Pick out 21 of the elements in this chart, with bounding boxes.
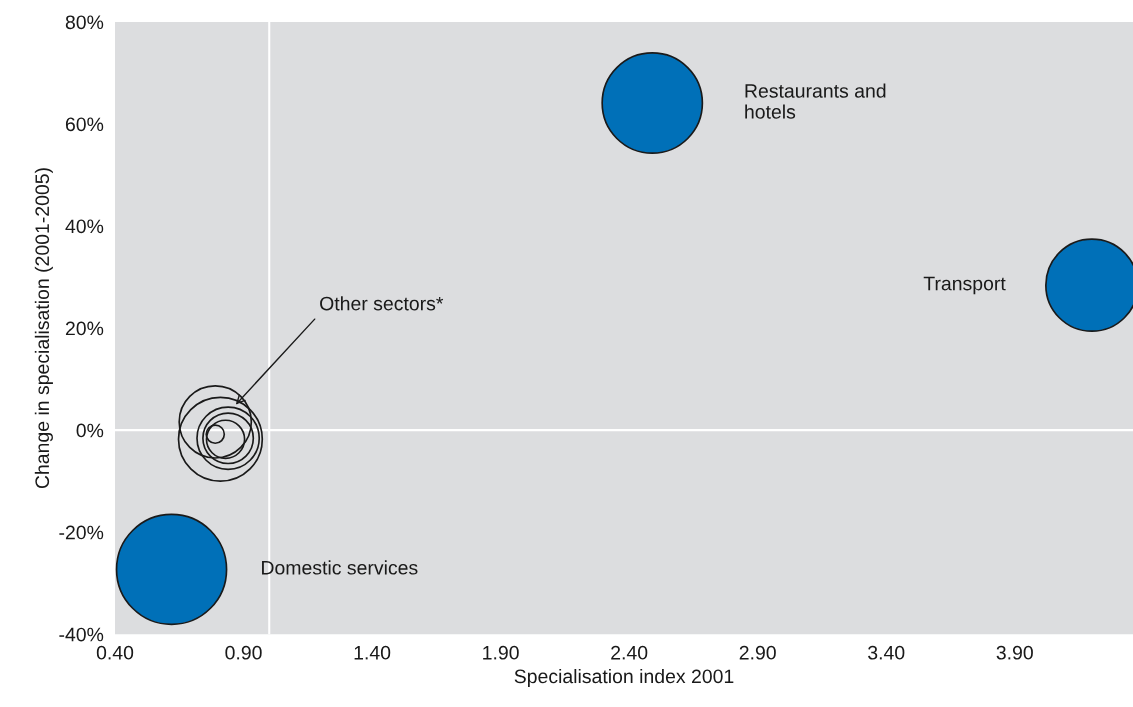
y-tick-label: 0% — [76, 423, 104, 438]
y-tick-label: 40% — [65, 219, 104, 234]
y-tick-label: 20% — [65, 321, 104, 336]
y-tick-label: 80% — [65, 15, 104, 30]
annotation: Restaurants and hotels — [745, 83, 886, 119]
x-tick-label: 0.40 — [96, 645, 134, 660]
annotation: Transport — [923, 276, 1006, 295]
annotation: Other sectors* — [320, 296, 444, 311]
annotation: Domestic services — [262, 560, 418, 575]
x-axis-title: Specialisation index 2001 — [514, 668, 734, 688]
x-tick-label: 1.90 — [483, 645, 519, 660]
x-tick-label: 0.90 — [225, 645, 262, 660]
x-tick-label: 2.40 — [611, 645, 648, 660]
x-tick-label: 2.90 — [739, 645, 776, 660]
x-tick-label: 3.90 — [996, 645, 1033, 660]
y-tick-label: -20% — [59, 525, 104, 540]
y-tick-label: 60% — [65, 117, 104, 132]
y-axis-title: Change in specialisation (2001-2005) — [34, 168, 53, 489]
x-tick-label: 1.40 — [354, 645, 391, 660]
y-tick-label: -40% — [59, 627, 104, 642]
x-tick-label: 3.40 — [868, 645, 905, 660]
